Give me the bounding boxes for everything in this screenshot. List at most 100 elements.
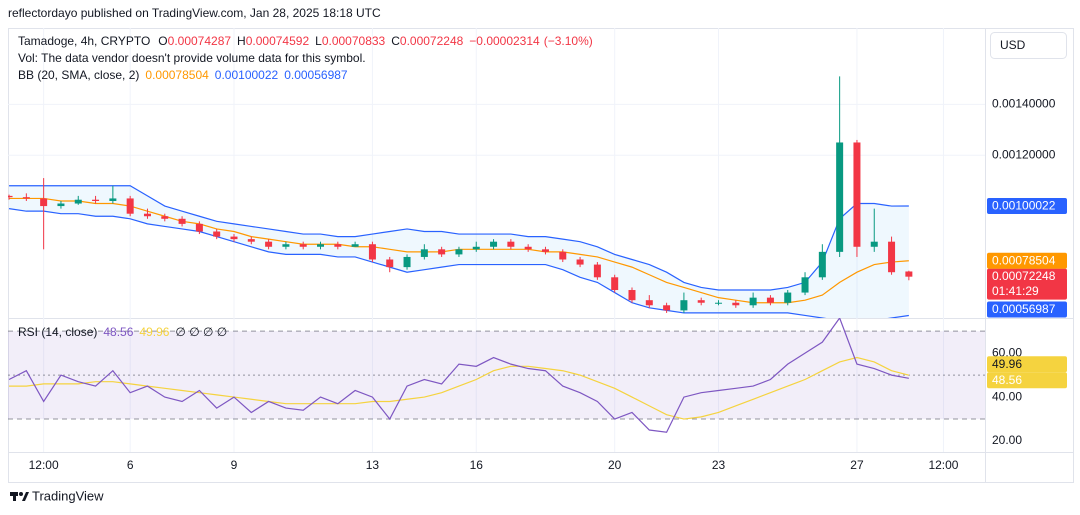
candle-body bbox=[386, 259, 394, 268]
lower-band-price-box bbox=[987, 301, 1067, 318]
header: reflectordayo published on TradingView.c… bbox=[8, 6, 381, 20]
ohlc-value: 0.00072248 bbox=[400, 34, 464, 48]
change-pct: (−3.10%) bbox=[544, 34, 593, 48]
x-tick-label: 20 bbox=[608, 458, 622, 472]
candle-body bbox=[282, 244, 290, 247]
x-tick-label: 27 bbox=[850, 458, 864, 472]
price-pane bbox=[8, 76, 913, 318]
candle-body bbox=[853, 142, 861, 247]
rsi-line bbox=[9, 356, 910, 420]
rsi-line bbox=[8, 318, 909, 433]
candle-body bbox=[178, 218, 186, 224]
x-tick-label: 9 bbox=[231, 458, 238, 472]
ohlc-key: H bbox=[237, 34, 246, 48]
candle-body bbox=[490, 241, 498, 247]
candle-body bbox=[40, 198, 48, 207]
indicator: RSI (14, close) bbox=[18, 325, 97, 339]
candle-body bbox=[230, 236, 238, 240]
band-line bbox=[9, 185, 909, 291]
candle-body bbox=[351, 244, 359, 247]
indicator-value: 49.96 bbox=[139, 325, 169, 339]
y-tick-label: 20.00 bbox=[992, 433, 1022, 447]
candle-body bbox=[680, 300, 688, 311]
candle-body bbox=[576, 259, 584, 265]
candle-body bbox=[57, 203, 65, 207]
upper-band-price: 0.00100022 bbox=[992, 199, 1056, 213]
ohlc-value: 0.00074592 bbox=[246, 34, 310, 48]
ohlc-value: 0.00070833 bbox=[322, 34, 386, 48]
candle-body bbox=[403, 256, 411, 268]
candle-body bbox=[663, 305, 671, 311]
candle-body bbox=[472, 246, 480, 250]
indicator-value: 0.00100022 bbox=[215, 68, 279, 82]
y-tick-label: 0.00120000 bbox=[992, 147, 1056, 161]
currency-label: USD bbox=[1000, 38, 1026, 52]
candle-body bbox=[368, 244, 376, 260]
indicator-value: 0.00056987 bbox=[284, 68, 348, 82]
candle-body bbox=[438, 249, 446, 255]
rsi-price: 48.56 bbox=[992, 373, 1022, 387]
rsi-ma-price-box bbox=[987, 356, 1067, 373]
candle-body bbox=[801, 277, 809, 293]
ohlc-key: L bbox=[315, 34, 322, 48]
candle-body bbox=[420, 249, 428, 257]
candle-body bbox=[299, 244, 307, 247]
candle-body bbox=[22, 197, 30, 199]
x-tick-label: 12:00 bbox=[29, 458, 59, 472]
symbol: Tamadoge, 4h, CRYPTO bbox=[18, 34, 150, 48]
candle-body bbox=[109, 198, 117, 201]
grid bbox=[8, 28, 985, 452]
candle-body bbox=[784, 292, 792, 303]
countdown: 01:41:29 bbox=[992, 284, 1039, 298]
candle-body bbox=[732, 302, 740, 306]
y-tick-label: 60.00 bbox=[992, 345, 1022, 359]
basis-price: 0.00078504 bbox=[992, 253, 1056, 267]
x-tick-label: 12:00 bbox=[928, 458, 958, 472]
candle-body bbox=[247, 239, 255, 242]
x-tick-label: 23 bbox=[712, 458, 726, 472]
upper-band-price-box bbox=[987, 198, 1067, 215]
rsi-pane bbox=[8, 318, 985, 433]
candle-body bbox=[92, 199, 100, 201]
footer-logo bbox=[10, 492, 29, 501]
candle-body bbox=[126, 198, 134, 214]
candle-body bbox=[317, 244, 325, 247]
candle-body bbox=[749, 297, 757, 306]
change: −0.00002314 bbox=[469, 34, 540, 48]
indicator-extra: ∅ ∅ ∅ ∅ bbox=[175, 325, 227, 339]
candle-body bbox=[8, 195, 13, 198]
candle-body bbox=[818, 251, 826, 278]
candle-body bbox=[870, 241, 878, 247]
ohlc-key: C bbox=[391, 34, 400, 48]
candle-body bbox=[715, 302, 723, 304]
candle-body bbox=[541, 249, 549, 252]
indicator-value: 0.00078504 bbox=[145, 68, 209, 82]
rsi-price-box bbox=[987, 372, 1067, 389]
ohlc-value: 0.00074287 bbox=[168, 34, 232, 48]
candle-body bbox=[559, 251, 567, 260]
candle-body bbox=[195, 223, 203, 232]
logo-slash bbox=[22, 492, 29, 501]
candle-body bbox=[766, 297, 774, 303]
legend: Tamadoge, 4h, CRYPTO O0.00074287 H0.000745… bbox=[18, 34, 593, 339]
rsi-ma-price: 49.96 bbox=[992, 357, 1022, 371]
y-tick-label: 0.00140000 bbox=[992, 96, 1056, 110]
candle-body bbox=[161, 216, 169, 219]
candle-body bbox=[213, 231, 221, 237]
legend-line: Tamadoge, 4h, CRYPTO O0.00074287 H0.000745… bbox=[18, 34, 593, 48]
candle-body bbox=[507, 241, 515, 247]
last-price-box bbox=[987, 268, 1067, 300]
band-line bbox=[8, 208, 909, 318]
footer: TradingView bbox=[32, 488, 104, 503]
ohlc-key: O bbox=[158, 34, 167, 48]
currency-button[interactable] bbox=[990, 32, 1067, 59]
x-tick-label: 6 bbox=[127, 458, 134, 472]
frame bbox=[8, 28, 1074, 483]
x-tick-label: 13 bbox=[366, 458, 380, 472]
indicator-value: 48.56 bbox=[103, 325, 133, 339]
last-price: 0.00072248 bbox=[992, 269, 1056, 283]
basis-price-box bbox=[987, 252, 1067, 269]
candle-body bbox=[697, 300, 705, 303]
y-tick-label: 40.00 bbox=[992, 389, 1022, 403]
